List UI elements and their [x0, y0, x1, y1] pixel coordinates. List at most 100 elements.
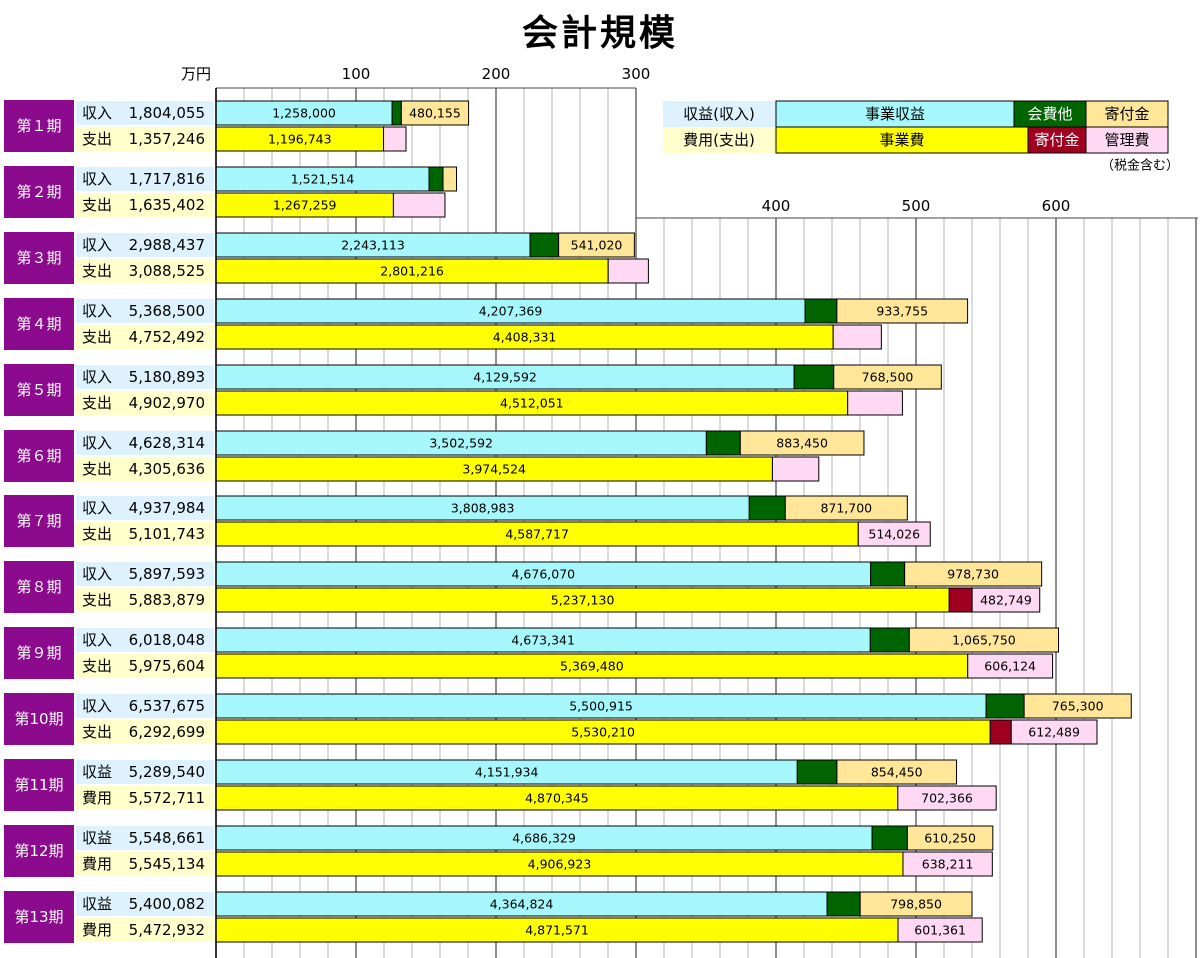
expense-segment-value: 5,369,480 — [560, 659, 624, 674]
income-row-label: 収益 — [82, 895, 112, 913]
income-segment-value: 933,755 — [876, 304, 928, 319]
expense-row-label: 支出 — [82, 657, 112, 675]
legend-item-label: 管理費 — [1104, 131, 1149, 149]
expense-label-cell — [76, 127, 214, 151]
period-label: 第10期 — [14, 710, 63, 728]
expense-row-label: 支出 — [82, 196, 112, 214]
expense-segment-value: 482,749 — [980, 593, 1032, 608]
period-label: 第３期 — [16, 249, 61, 267]
income-label-cell — [76, 365, 214, 389]
expense-total: 4,752,492 — [129, 328, 205, 346]
income-total: 6,537,675 — [129, 697, 205, 715]
period-label: 第11期 — [14, 776, 63, 794]
income-row-label: 収入 — [82, 697, 112, 715]
income-row-label: 収入 — [82, 631, 112, 649]
income-bar-segment — [826, 891, 861, 917]
expense-bar-segment — [392, 192, 446, 218]
income-segment-value: 4,129,592 — [473, 370, 537, 385]
income-row-label: 収益 — [82, 763, 112, 781]
income-bar-segment — [793, 364, 835, 390]
expense-total: 5,545,134 — [129, 855, 205, 873]
legend-item-label: 寄付金 — [1034, 131, 1079, 149]
expense-segment-value: 606,124 — [984, 659, 1036, 674]
income-label-cell — [76, 892, 214, 916]
x-tick-label: 200 — [482, 65, 511, 83]
period-label: 第５期 — [16, 381, 61, 399]
expense-segment-value: 5,530,210 — [571, 725, 635, 740]
income-row-label: 収入 — [82, 368, 112, 386]
expense-total: 1,635,402 — [129, 196, 205, 214]
income-label-cell — [76, 167, 214, 191]
income-label-cell — [76, 101, 214, 125]
income-bar-segment — [804, 298, 838, 324]
income-total: 4,628,314 — [129, 434, 205, 452]
income-bar-segment — [215, 693, 987, 719]
income-bar-segment — [400, 100, 470, 126]
expense-row-label: 費用 — [82, 855, 112, 873]
income-bar-segment — [985, 693, 1025, 719]
income-segment-value: 2,243,113 — [341, 238, 405, 253]
legend-swatch-expense — [775, 126, 1029, 154]
expense-total: 1,357,246 — [129, 130, 205, 148]
expense-label-cell — [76, 522, 214, 546]
income-row-label: 収入 — [82, 565, 112, 583]
period-label-bg — [4, 891, 74, 943]
income-bar-segment — [739, 430, 865, 456]
income-label-cell — [76, 694, 214, 718]
income-total: 5,400,082 — [129, 895, 205, 913]
expense-bar-segment — [215, 324, 834, 350]
expense-total: 6,292,699 — [129, 723, 205, 741]
income-row-label: 収入 — [82, 434, 112, 452]
expense-bar-segment — [989, 719, 1012, 745]
income-label-cell — [76, 562, 214, 586]
expense-row-label: 支出 — [82, 328, 112, 346]
income-total: 4,937,984 — [129, 499, 205, 517]
income-bar-segment — [833, 364, 942, 390]
income-bar-segment — [215, 100, 393, 126]
expense-bar-segment — [215, 521, 859, 547]
period-label-bg — [4, 100, 74, 152]
legend-swatch-expense — [1085, 126, 1169, 154]
expense-bar-segment — [383, 126, 407, 152]
expense-label-cell — [76, 457, 214, 481]
income-segment-value: 4,673,341 — [511, 633, 575, 648]
income-bar-segment — [908, 627, 1060, 653]
expense-segment-value: 638,211 — [922, 857, 974, 872]
expense-total: 4,902,970 — [129, 394, 205, 412]
expense-label-cell — [76, 654, 214, 678]
legend-tax-note: （税金含む） — [1101, 158, 1179, 174]
legend-item-label: 事業収益 — [865, 105, 925, 123]
expense-bar-segment — [607, 258, 649, 284]
income-row-label: 収益 — [82, 829, 112, 847]
chart-title: 会計規模 — [521, 13, 678, 54]
expense-label-cell — [76, 325, 214, 349]
axis-unit-label: 万円 — [181, 65, 211, 83]
income-bar-segment — [904, 561, 1043, 587]
income-segment-value: 765,300 — [1052, 699, 1104, 714]
expense-row-label: 支出 — [82, 525, 112, 543]
expense-label-cell — [76, 918, 214, 942]
expense-row-label: 支出 — [82, 460, 112, 478]
period-label-bg — [4, 232, 74, 284]
income-bar-segment — [869, 627, 910, 653]
income-total: 5,897,593 — [129, 565, 205, 583]
expense-label-cell — [76, 720, 214, 744]
income-bar-segment — [558, 232, 635, 258]
period-label: 第６期 — [16, 447, 61, 465]
income-segment-value: 1,258,000 — [272, 106, 336, 121]
expense-row-label: 支出 — [82, 591, 112, 609]
period-label-bg — [4, 759, 74, 811]
income-bar-segment — [705, 430, 741, 456]
income-label-cell — [76, 826, 214, 850]
income-bar-segment — [428, 166, 444, 192]
income-total: 1,717,816 — [129, 170, 205, 188]
income-label-cell — [76, 760, 214, 784]
expense-bar-segment — [771, 456, 820, 482]
income-segment-value: 4,676,070 — [512, 567, 576, 582]
expense-row-label: 支出 — [82, 130, 112, 148]
expense-segment-value: 4,512,051 — [500, 396, 564, 411]
expense-bar-segment — [215, 126, 385, 152]
legend-item-label: 事業費 — [879, 131, 924, 149]
expense-total: 5,472,932 — [129, 921, 205, 939]
income-segment-value: 854,450 — [871, 765, 923, 780]
